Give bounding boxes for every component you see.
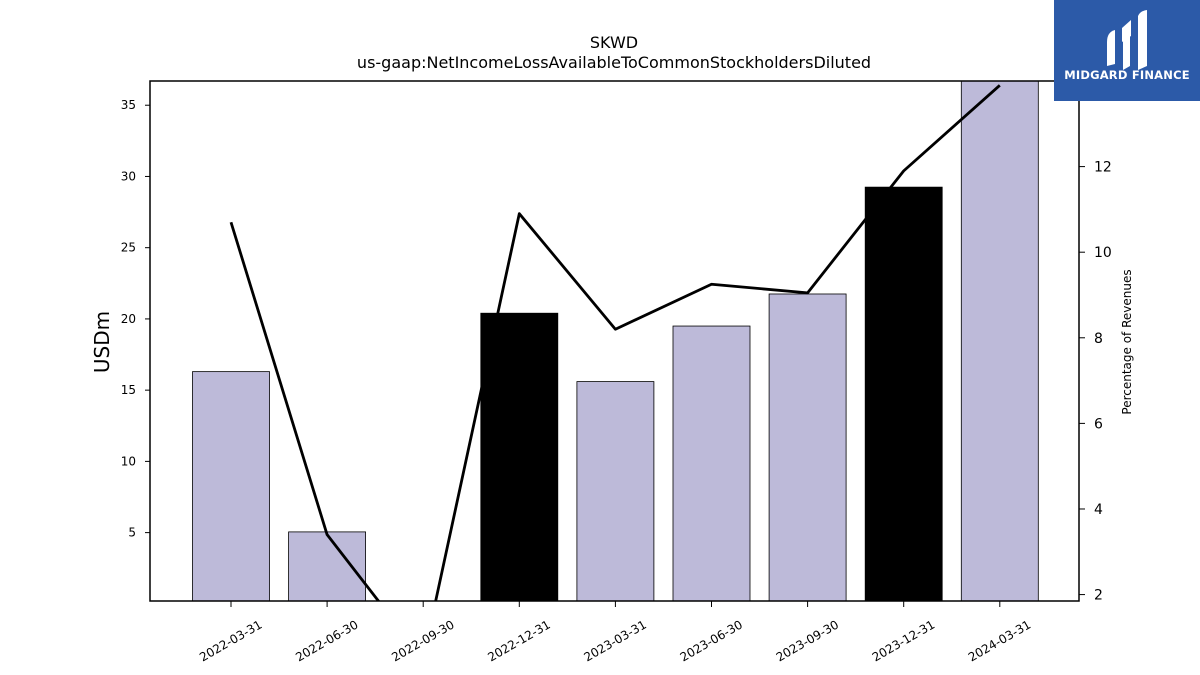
x-tick-label: 2022-03-31	[197, 617, 264, 664]
bar-2022-12-31	[480, 312, 559, 601]
x-tick-label: 2023-06-30	[678, 617, 745, 664]
x-tick-label: 2022-06-30	[293, 617, 360, 664]
y2-axis: 2 4 6 8 10 12	[1079, 160, 1112, 604]
bar-2022-06-30	[288, 531, 367, 601]
y-axis-label: USDm	[90, 311, 114, 373]
logo-mark-icon	[1107, 10, 1147, 70]
y-tick-label: 35	[121, 98, 136, 112]
y-tick-label: 5	[128, 526, 136, 540]
y-tick-label: 20	[121, 312, 136, 326]
bar-2022-03-31	[192, 371, 270, 601]
line-series	[229, 84, 1001, 601]
bar-2023-03-31	[576, 381, 655, 601]
bars-layer	[192, 81, 1039, 601]
y2-tick-label: 6	[1094, 416, 1103, 432]
x-tick-label: 2023-09-30	[774, 617, 841, 664]
y2-tick-label: 12	[1094, 160, 1112, 176]
y2-axis-label: Percentage of Revenues	[1120, 269, 1134, 414]
bar-2023-06-30	[672, 325, 751, 601]
brand-logo: MIDGARD FINANCE	[1054, 0, 1200, 101]
x-tick-label: 2023-03-31	[581, 617, 648, 664]
x-tick-label: 2022-12-31	[485, 617, 552, 664]
x-tick-label: 2024-03-31	[966, 617, 1033, 664]
y2-tick-label: 8	[1094, 331, 1103, 347]
y2-tick-label: 2	[1094, 588, 1103, 604]
x-tick-label: 2022-09-30	[389, 617, 456, 664]
bar-2023-12-31	[864, 186, 943, 601]
y-tick-label: 15	[121, 383, 136, 397]
y-tick-label: 10	[121, 454, 136, 468]
bar-2023-09-30	[768, 293, 847, 601]
y2-tick-label: 4	[1094, 502, 1103, 518]
x-tick-label: 2023-12-31	[870, 617, 937, 664]
y-axis: 5 10 15 20 25 30 35	[121, 98, 150, 540]
bar-2024-03-31	[960, 81, 1039, 601]
line-layer	[229, 84, 1001, 601]
y-tick-label: 25	[121, 241, 136, 255]
logo-text: MIDGARD FINANCE	[1064, 68, 1190, 82]
plot-frame	[149, 80, 1080, 602]
x-axis: 2022-03-31 2022-06-30 2022-09-30 2022-12-31…	[197, 601, 1033, 664]
chart-subtitle: us-gaap:NetIncomeLossAvailableToCommonSt…	[357, 53, 871, 72]
chart-title: SKWD	[590, 33, 638, 52]
y-tick-label: 30	[121, 169, 136, 183]
y2-tick-label: 10	[1094, 245, 1112, 261]
